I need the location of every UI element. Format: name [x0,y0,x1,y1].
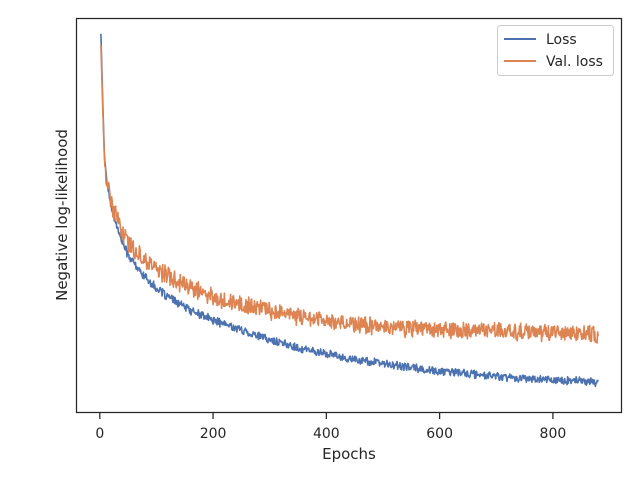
plot-frame [75,17,623,414]
series-layer [100,33,600,388]
legend: Loss Val. loss [497,25,614,76]
x-axis-label: Epochs [322,445,376,463]
x-axis-ticks: 0 200 400 600 800 [95,413,566,442]
series-line-val-loss [100,45,600,344]
x-tick-label: 200 [200,426,227,442]
x-tick-label: 400 [313,426,340,442]
x-tick-label: 0 [95,426,104,442]
legend-label-loss: Loss [546,32,577,48]
x-tick-label: 600 [426,426,453,442]
x-tick-label: 800 [540,426,567,442]
series-line-loss [100,33,599,388]
y-axis-label: Negative log-likelihood [53,129,71,301]
legend-label-val-loss: Val. loss [546,54,603,70]
